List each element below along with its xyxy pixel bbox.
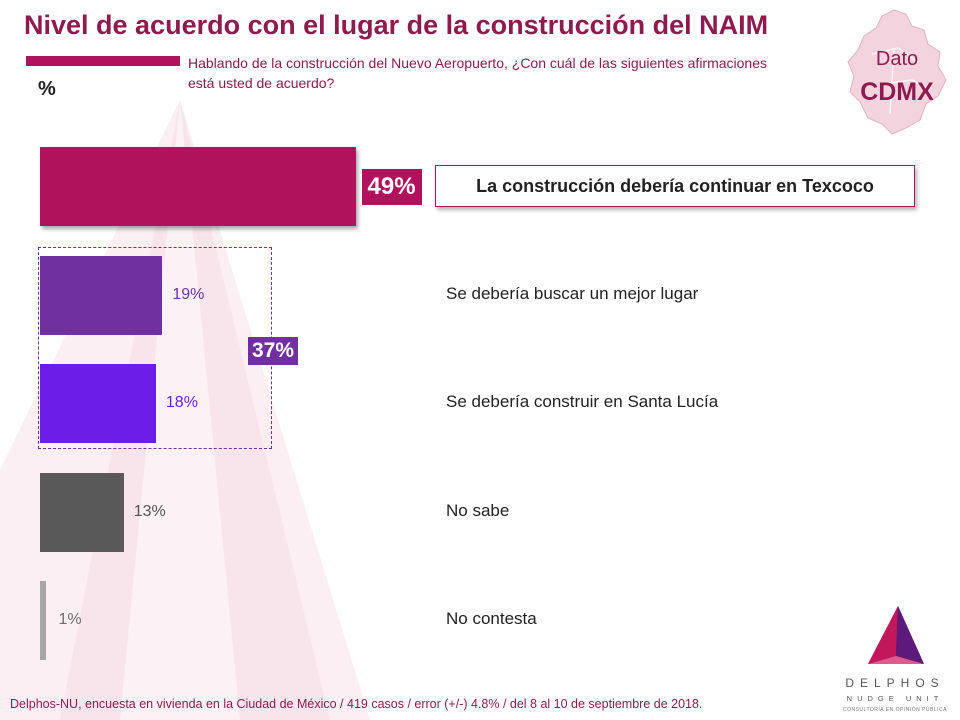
logo-name: DELPHOS — [845, 676, 945, 690]
category-label-4: No contesta — [446, 609, 537, 628]
value-label-1: 19% — [172, 286, 205, 303]
bar-0 — [40, 147, 356, 226]
bar-2 — [40, 364, 156, 443]
source-footnote: Delphos-NU, encuesta en vivienda en la C… — [10, 697, 703, 711]
category-label-0: La construcción debería continuar en Tex… — [435, 165, 915, 207]
cdmx-map-icon — [847, 9, 947, 135]
bar-3 — [40, 473, 124, 552]
value-label-4: 1% — [58, 611, 82, 628]
title-underline-bar — [26, 56, 180, 66]
value-label-0: 49% — [361, 169, 422, 205]
value-label-3: 13% — [133, 503, 166, 520]
logo-subname: NUDGE UNIT — [846, 694, 944, 703]
logo-tagline: CONSULTORÍA EN OPINIÓN PÚBLICA — [842, 707, 947, 713]
group-total-label: 37% — [248, 337, 299, 365]
bar-1 — [40, 256, 163, 335]
delphos-logo: DELPHOS NUDGE UNIT CONSULTORÍA EN OPINIÓ… — [830, 604, 960, 718]
bar-4 — [40, 581, 47, 660]
page-title: Nivel de acuerdo con el lugar de la cons… — [24, 10, 769, 40]
unit-label: % — [38, 78, 56, 100]
badge-line-2: CDMX — [860, 78, 934, 106]
category-label-2: Se debería construir en Santa Lucía — [446, 392, 719, 411]
badge-line-1: Dato — [875, 48, 919, 70]
delphos-pyramid-icon — [868, 606, 924, 664]
value-label-2: 18% — [165, 394, 198, 411]
dato-cdmx-badge: Dato CDMX — [842, 4, 952, 140]
group-bracket — [38, 247, 272, 449]
category-label-1: Se debería buscar un mejor lugar — [446, 284, 699, 303]
category-label-3: No sabe — [446, 501, 510, 520]
question-text: Hablando de la construcción del Nuevo Ae… — [188, 55, 768, 91]
